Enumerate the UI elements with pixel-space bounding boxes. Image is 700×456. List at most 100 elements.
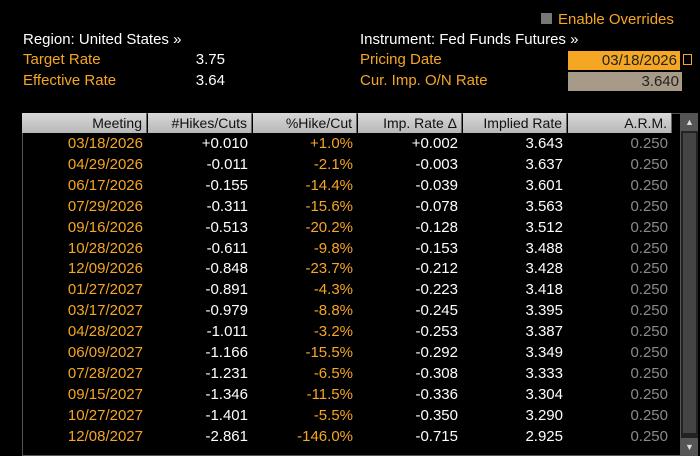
cur-rate-box: 3.640 [568,72,682,91]
cell-value: 0.250 [630,155,668,173]
scroll-down[interactable]: ▼ [681,438,698,456]
cell-value: -2.1% [313,155,353,173]
instrument-selector[interactable]: Instrument: Fed Funds Futures » [360,31,579,48]
cell-value: -0.212 [415,260,458,278]
cell-value: -0.715 [415,427,458,445]
cell-value: -0.513 [205,218,248,236]
cell-value: 0.250 [630,302,668,320]
cell-value: 3.601 [525,176,563,194]
cell-value: 0.250 [630,218,668,236]
field-label: Effective Rate [23,72,117,89]
meeting-date: 06/09/2027 [67,344,143,361]
meeting-date: 03/18/2026 [67,135,143,152]
column-header[interactable]: Meeting [22,113,147,133]
cell-value: 3.488 [525,239,563,257]
column-header[interactable]: #Hikes/Cuts [148,113,252,133]
cell-value: 0.250 [630,344,668,361]
cell-value: -1.166 [205,344,248,361]
cell-value: -0.311 [206,197,248,215]
cell-value: -1.401 [205,406,248,424]
cell-value: -0.245 [415,302,458,320]
cell-value: -0.979 [205,302,248,320]
cell-value: -23.7% [305,260,353,278]
meeting-date: 06/17/2026 [67,176,143,194]
cell-value: 0.250 [630,176,668,194]
cell-value: +0.002 [411,135,458,152]
cell-value: 3.428 [525,260,563,278]
cell-value: -8.8% [313,302,353,320]
meeting-date: 12/09/2026 [67,260,143,278]
cell-value: -0.039 [415,176,458,194]
pricing-date-input[interactable]: 03/18/2026 [568,51,680,70]
cell-value: 0.250 [630,427,668,445]
cell-value: 3.643 [525,135,563,152]
cell-value: -0.611 [206,239,248,257]
cell-value: 0.250 [630,364,668,382]
cell-value: -1.231 [205,364,248,382]
override-checkbox[interactable] [541,13,552,24]
cell-value: 0.250 [630,197,668,215]
cell-value: 3.395 [525,302,563,320]
field-value: 3.64 [195,72,225,89]
cell-value: -3.2% [313,323,353,341]
cell-value: -15.6% [305,197,353,215]
cell-value: -1.346 [205,385,248,403]
field-label: Target Rate [23,51,101,68]
field-value: 3.75 [195,51,225,68]
cell-value: 3.563 [525,197,563,215]
scroll-up[interactable]: ▲ [681,113,698,131]
enable-overrides[interactable]: Enable Overrides [558,11,674,28]
meeting-date: 12/08/2027 [67,427,143,445]
meeting-date: 04/29/2026 [67,155,143,173]
cell-value: 0.250 [630,281,668,299]
cell-value: 3.418 [525,281,563,299]
cell-value: 3.512 [525,218,563,236]
column-header[interactable]: A.R.M. [568,113,672,133]
cell-value: -5.5% [313,406,353,424]
cell-value: -0.891 [205,281,248,299]
cell-value: 0.250 [630,260,668,278]
cell-value: -4.3% [313,281,353,299]
meeting-date: 09/15/2027 [67,385,143,403]
cell-value: -0.011 [206,155,248,173]
cell-value: -0.253 [415,323,458,341]
cell-value: 0.250 [630,385,668,403]
meeting-date: 03/17/2027 [67,302,143,320]
cell-value: 0.250 [630,323,668,341]
cell-value: 3.304 [525,385,563,403]
cell-value: -0.350 [415,406,458,424]
cell-value: -0.292 [415,344,458,361]
cell-value: 2.925 [525,427,563,445]
cell-value: -146.0% [297,427,353,445]
cell-value: -9.8% [313,239,353,257]
cell-value: 3.333 [525,364,563,382]
calendar-icon[interactable] [683,54,692,65]
meeting-date: 07/28/2027 [67,364,143,382]
cell-value: -0.153 [415,239,458,257]
cell-value: 0.250 [630,135,668,152]
cell-value: -6.5% [313,364,353,382]
cell-value: +0.010 [201,135,248,152]
cell-value: -0.336 [415,385,458,403]
cell-value: -1.011 [206,323,248,341]
cell-value: -15.5% [305,344,353,361]
cell-value: -0.128 [415,218,458,236]
cell-value: 3.387 [525,323,563,341]
field-label: Cur. Imp. O/N Rate [360,72,488,89]
cell-value: -0.155 [205,176,248,194]
meeting-date: 10/27/2027 [67,406,143,424]
column-header[interactable]: Implied Rate [463,113,567,133]
cell-value: 3.349 [525,344,563,361]
meeting-date: 01/27/2027 [67,281,143,299]
cell-value: -2.861 [205,427,248,445]
cell-value: -0.078 [415,197,458,215]
scroll-thumb[interactable] [683,133,696,433]
cell-value: -11.5% [306,385,353,403]
cell-value: -20.2% [305,218,353,236]
cell-value: -14.4% [305,176,353,194]
column-header[interactable]: %Hike/Cut [253,113,357,133]
cell-value: 3.290 [525,406,563,424]
column-header[interactable]: Imp. Rate Δ [358,113,462,133]
region-selector[interactable]: Region: United States » [23,31,182,48]
